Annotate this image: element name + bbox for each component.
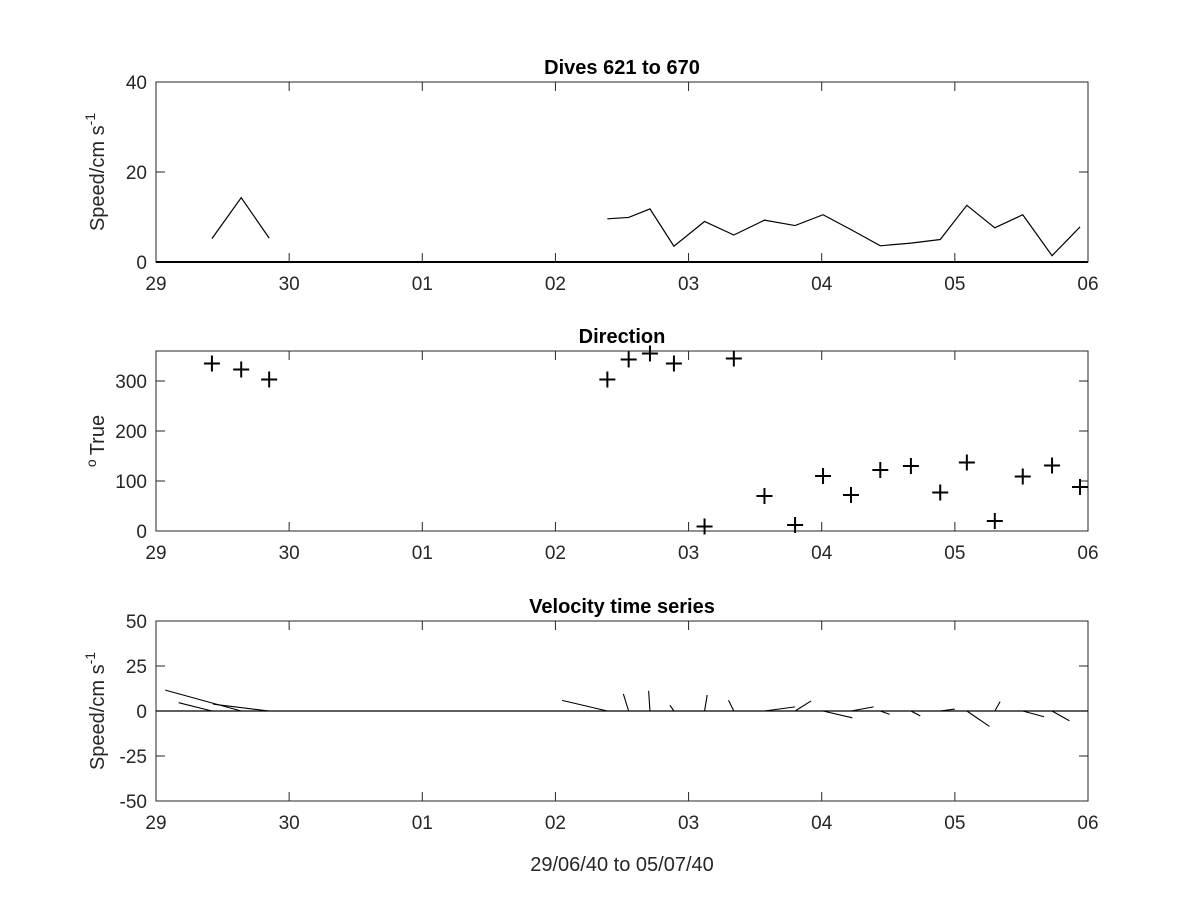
y-axis-label-text: Speed/cm s xyxy=(87,125,109,231)
velocity-stick xyxy=(704,694,708,712)
velocity-stick xyxy=(561,699,608,712)
y-tick-label: 40 xyxy=(126,73,147,94)
x-tick-label: 04 xyxy=(811,813,833,834)
x-tick-label: 02 xyxy=(545,274,566,295)
direction-point xyxy=(665,355,682,372)
x-tick-label: 03 xyxy=(678,543,699,564)
velocity-stick xyxy=(1051,710,1070,722)
velocity-stick xyxy=(850,706,874,712)
x-tick-label: 30 xyxy=(279,274,300,295)
direction-point xyxy=(233,361,250,378)
axes-box xyxy=(155,350,1089,532)
axes-title: Velocity time series xyxy=(529,596,715,618)
direction-point xyxy=(620,351,637,368)
direction-point xyxy=(599,371,616,388)
y-tick-label: 0 xyxy=(136,253,147,274)
velocity-stick xyxy=(213,703,270,712)
x-tick-label: 03 xyxy=(678,813,699,834)
y-axis-label-superscript: o xyxy=(83,459,99,467)
velocity-stick xyxy=(178,702,213,712)
x-tick-label: 05 xyxy=(944,274,965,295)
direction-point xyxy=(1072,479,1089,495)
direction-point xyxy=(725,350,742,367)
x-tick-label: 29 xyxy=(145,274,166,295)
x-tick-label: 05 xyxy=(944,813,965,834)
y-tick-label: -25 xyxy=(120,747,147,768)
direction-point xyxy=(1014,468,1031,485)
figure-xlabel: 29/06/40 to 05/07/40 xyxy=(530,854,714,876)
x-tick-label: 02 xyxy=(545,813,566,834)
y-axis-label: o True xyxy=(83,415,109,467)
y-tick-label: 0 xyxy=(136,522,147,543)
x-tick-label: 05 xyxy=(944,543,965,564)
y-axis-label-superscript: -1 xyxy=(82,652,98,665)
y-tick-label: 25 xyxy=(126,657,147,678)
y-tick-label: 0 xyxy=(136,702,147,723)
x-tick-label: 30 xyxy=(279,813,300,834)
x-tick-label: 06 xyxy=(1077,813,1098,834)
y-tick-label: 300 xyxy=(115,372,147,393)
y-axis-label: Speed/cm s-1 xyxy=(82,113,109,231)
direction-point xyxy=(872,462,889,478)
direction-point xyxy=(843,487,860,503)
speed-series-line xyxy=(211,196,270,239)
x-tick-label: 30 xyxy=(279,543,300,564)
y-axis-label-text: True xyxy=(87,415,109,455)
direction-point xyxy=(986,513,1003,529)
direction-point xyxy=(261,371,278,388)
direction-point xyxy=(1044,457,1061,474)
y-tick-label: 20 xyxy=(126,163,147,184)
y-axis-label-text: Speed/cm s xyxy=(87,664,109,770)
direction-point xyxy=(756,488,773,504)
direction-point xyxy=(696,518,713,535)
y-tick-label: 100 xyxy=(115,472,147,493)
x-tick-label: 06 xyxy=(1077,274,1098,295)
direction-point xyxy=(958,454,975,471)
velocity-stick xyxy=(1022,710,1045,718)
direction-point xyxy=(815,468,832,484)
axes-title: Direction xyxy=(579,326,666,348)
y-axis-label: Speed/cm s-1 xyxy=(82,652,109,770)
axes-2: 29 30 01 02 03 04 05 06 0 100 200 300 Direction o True xyxy=(83,326,1099,564)
x-tick-label: 04 xyxy=(811,543,833,564)
x-tick-label: 06 xyxy=(1077,543,1098,564)
x-tick-label: 04 xyxy=(811,274,833,295)
velocity-stick xyxy=(880,710,890,715)
speed-series-line xyxy=(607,204,1081,257)
axes-title: Dives 621 to 670 xyxy=(544,57,700,79)
velocity-stick xyxy=(622,693,630,712)
x-tick-label: 03 xyxy=(678,274,699,295)
velocity-stick xyxy=(940,708,955,712)
velocity-stick xyxy=(165,689,242,712)
direction-point xyxy=(902,458,919,474)
x-tick-label: 29 xyxy=(145,543,166,564)
x-tick-label: 01 xyxy=(412,274,433,295)
velocity-stick xyxy=(794,700,812,712)
velocity-stick xyxy=(648,690,651,712)
velocity-stick xyxy=(994,701,1001,712)
y-tick-label: -50 xyxy=(120,792,147,813)
x-tick-label: 02 xyxy=(545,543,566,564)
x-tick-label: 01 xyxy=(412,813,433,834)
y-tick-label: 200 xyxy=(115,422,147,443)
direction-point xyxy=(641,345,658,362)
direction-point xyxy=(932,484,949,501)
y-axis-label-superscript: -1 xyxy=(82,113,98,126)
axes-3: 29 30 01 02 03 04 05 06 50 25 0 -25 -50 Velocity time… xyxy=(82,596,1099,834)
velocity-stick xyxy=(966,710,990,727)
velocity-stick xyxy=(764,706,796,712)
y-tick-label: 50 xyxy=(126,612,147,633)
velocity-stick xyxy=(669,704,675,712)
direction-point xyxy=(787,517,804,533)
axes-1: 29 30 01 02 03 04 05 06 0 20 40 Dives 621 to 670 Spe… xyxy=(82,57,1099,295)
x-tick-label: 29 xyxy=(145,813,166,834)
x-tick-label: 01 xyxy=(412,543,433,564)
velocity-stick xyxy=(910,710,921,717)
velocity-stick xyxy=(728,699,735,712)
direction-point xyxy=(203,355,220,372)
velocity-stick xyxy=(822,710,853,719)
